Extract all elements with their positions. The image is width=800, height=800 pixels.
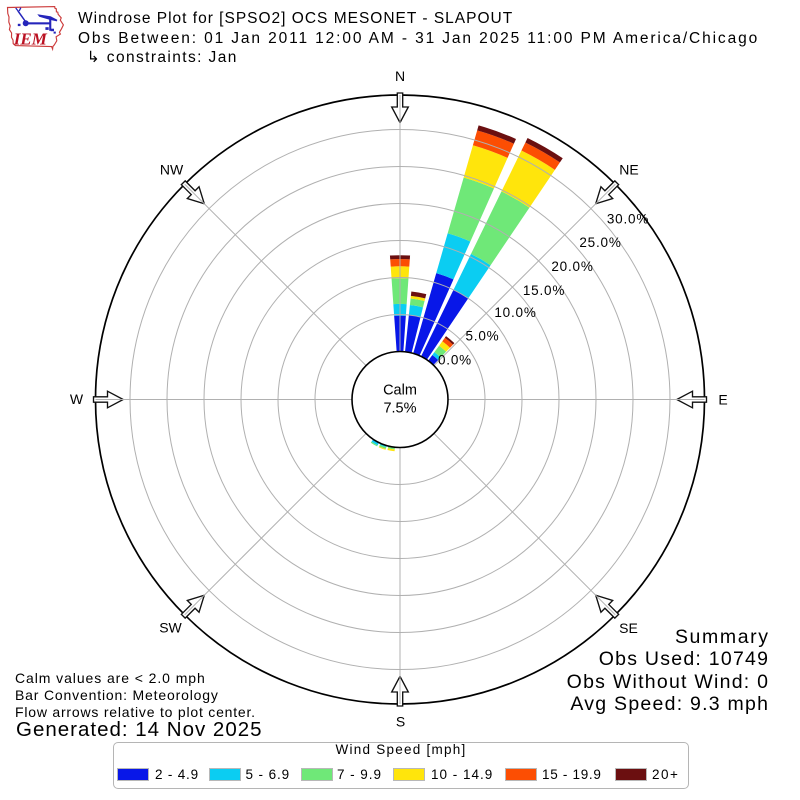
svg-text:N: N [395,68,405,84]
svg-text:10.0%: 10.0% [494,305,536,320]
svg-text:W: W [70,391,84,407]
svg-text:SE: SE [619,620,638,636]
svg-text:30.0%: 30.0% [607,212,649,227]
svg-text:SW: SW [159,620,182,636]
svg-text:5.0%: 5.0% [466,329,500,344]
svg-text:E: E [718,391,727,407]
svg-text:NE: NE [619,162,638,178]
svg-text:Calm: Calm [383,383,417,399]
svg-text:20.0%: 20.0% [551,259,593,274]
svg-text:IEM: IEM [13,29,48,48]
svg-text:7.5%: 7.5% [383,401,416,417]
svg-text:15.0%: 15.0% [523,283,565,298]
svg-text:25.0%: 25.0% [579,235,621,250]
svg-text:NW: NW [160,161,184,177]
svg-text:0.0%: 0.0% [438,353,472,368]
svg-text:S: S [396,714,405,730]
